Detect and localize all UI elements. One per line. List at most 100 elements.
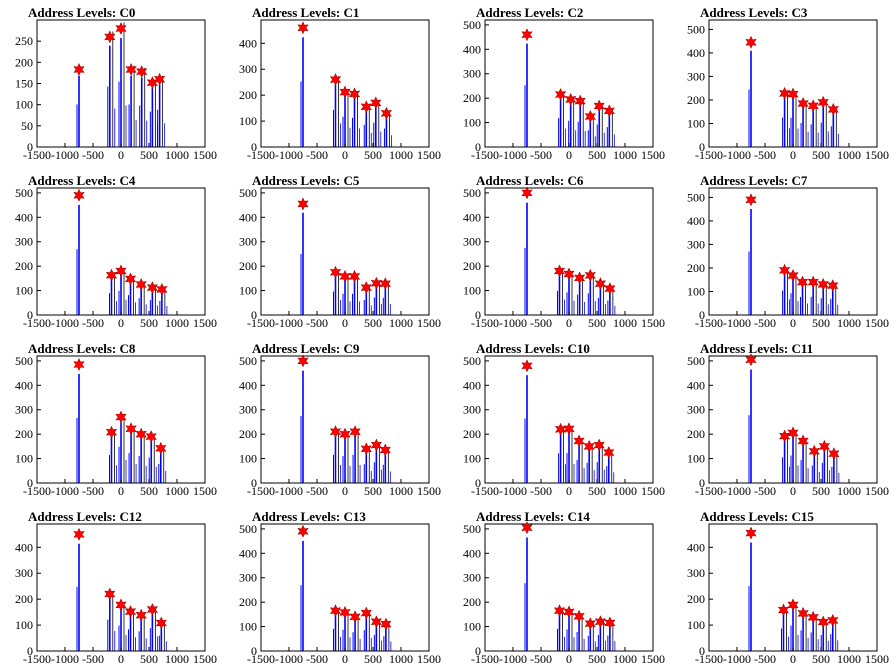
- y-tick-label: 400: [239, 36, 257, 50]
- y-tick-label: 100: [239, 114, 257, 128]
- histogram-panel: Address Levels: C9 0 100 200 300 400 500 -1500-…: [224, 336, 448, 504]
- y-tick-label: 200: [463, 427, 481, 441]
- peak-marker: [115, 21, 127, 36]
- y-tick-label: 100: [15, 618, 33, 632]
- histogram-svg: Address Levels: C50100200300400500-1500-…: [239, 173, 441, 330]
- x-tick-label: 500: [364, 316, 382, 330]
- peak-marker: [573, 271, 586, 285]
- peak-marker: [745, 193, 757, 207]
- peak-marker: [573, 609, 585, 623]
- x-tick-label: 1000: [165, 484, 189, 498]
- peak-marker: [553, 604, 566, 618]
- x-tick-label: 500: [140, 316, 158, 330]
- peak-marker: [370, 276, 383, 290]
- y-tick-label: 0: [475, 140, 481, 154]
- x-tick-label: -1000: [275, 484, 303, 498]
- peak-marker: [521, 521, 533, 535]
- y-tick-label: 100: [687, 284, 705, 298]
- x-tick-label: 0: [790, 484, 796, 498]
- x-tick-label: -1500: [471, 484, 499, 498]
- peak-marker: [146, 602, 159, 617]
- peak-marker: [787, 598, 799, 612]
- histogram-svg: Address Levels: C10 0 100 200 300 400 500 -1500…: [463, 341, 665, 498]
- x-tick-label: -1000: [51, 148, 79, 162]
- y-tick-label: 500: [239, 186, 257, 200]
- peak-marker: [297, 524, 309, 538]
- y-tick-label: 0: [27, 140, 33, 154]
- y-tick-label: 300: [687, 69, 705, 83]
- histogram-panel: Address Levels: C14 0 100 200 300 400 500 -1500…: [448, 504, 672, 672]
- x-tick-label: -500: [82, 652, 104, 666]
- peak-marker: [370, 96, 382, 110]
- peak-marker: [348, 269, 361, 284]
- y-tick-label: 200: [687, 261, 705, 275]
- x-tick-label: -500: [530, 652, 552, 666]
- x-tick-label: 1500: [641, 316, 665, 330]
- y-tick-label: 500: [687, 22, 705, 36]
- panel-title: Address Levels: C9: [252, 341, 360, 356]
- x-tick-label: -500: [306, 316, 328, 330]
- y-tick-label: 100: [15, 452, 33, 466]
- x-tick-label: -1000: [275, 652, 303, 666]
- peak-marker: [521, 359, 533, 373]
- peak-marker: [370, 615, 383, 629]
- x-tick-label: 1500: [641, 148, 665, 162]
- y-tick-label: 100: [463, 452, 481, 466]
- y-tick-label: 50: [21, 119, 33, 133]
- peak-marker: [135, 64, 148, 79]
- y-tick-label: 0: [27, 308, 33, 322]
- peak-marker: [827, 102, 840, 117]
- x-tick-label: 1000: [613, 148, 637, 162]
- peak-marker: [745, 35, 757, 49]
- y-tick-label: 0: [251, 140, 257, 154]
- y-tick-label: 500: [687, 354, 705, 368]
- x-tick-label: 1000: [837, 316, 861, 330]
- x-tick-label: -1500: [695, 148, 723, 162]
- peak-marker: [745, 526, 757, 540]
- y-tick-label: 200: [239, 259, 257, 273]
- x-tick-label: 1500: [417, 652, 441, 666]
- histogram-panel: Address Levels: C0 0 50 100 150 200 250 -1500 -1…: [0, 0, 224, 168]
- panel-title: Address Levels: C13: [252, 509, 366, 524]
- panel-title: Address Levels: C1: [252, 5, 359, 20]
- y-tick-label: 400: [687, 378, 705, 392]
- peak-marker: [603, 104, 616, 118]
- histogram-svg: Address Levels: C20100200300400500-1500-…: [463, 5, 665, 162]
- y-tick-label: 300: [687, 566, 705, 580]
- y-tick-label: 300: [463, 403, 481, 417]
- y-tick-label: 100: [239, 284, 257, 298]
- x-tick-label: 1500: [417, 484, 441, 498]
- y-tick-label: 300: [15, 566, 33, 580]
- x-tick-label: 1000: [837, 148, 861, 162]
- y-tick-label: 300: [463, 67, 481, 81]
- x-tick-label: 0: [790, 148, 796, 162]
- x-tick-label: -500: [306, 652, 328, 666]
- x-tick-label: 500: [812, 484, 830, 498]
- y-tick-label: 500: [15, 186, 33, 200]
- x-tick-label: -1000: [275, 148, 303, 162]
- x-tick-label: 500: [812, 316, 830, 330]
- x-tick-label: 1000: [837, 484, 861, 498]
- x-tick-label: -1000: [51, 316, 79, 330]
- histogram-panel: Address Levels: C7 0 100 200 300 400 500 -1500-…: [672, 168, 896, 336]
- peak-marker: [583, 439, 595, 454]
- x-tick-label: -500: [530, 148, 552, 162]
- y-tick-label: 300: [239, 62, 257, 76]
- y-tick-label: 200: [15, 259, 33, 273]
- y-tick-label: 150: [15, 77, 33, 91]
- y-tick-label: 300: [239, 403, 257, 417]
- x-tick-label: -1000: [723, 316, 751, 330]
- peak-marker: [370, 438, 383, 452]
- peak-marker: [593, 438, 605, 452]
- peak-marker: [115, 264, 127, 278]
- x-tick-label: 0: [566, 484, 572, 498]
- peak-marker: [135, 277, 147, 292]
- y-tick-label: 500: [463, 18, 481, 32]
- histogram-svg: Address Levels: C11 0 100 200 300 400 500 -1500…: [687, 341, 889, 498]
- peak-marker: [329, 604, 342, 618]
- y-tick-label: 0: [27, 476, 33, 490]
- peak-marker: [817, 95, 829, 109]
- x-tick-label: -1500: [471, 316, 499, 330]
- x-tick-label: 500: [588, 148, 606, 162]
- peak-marker: [115, 598, 127, 612]
